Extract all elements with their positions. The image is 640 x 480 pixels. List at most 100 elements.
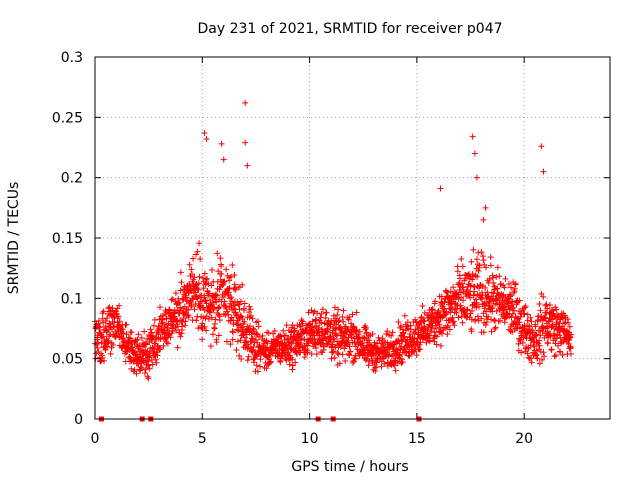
data-point (216, 286, 223, 293)
data-point (384, 328, 391, 335)
data-point (464, 286, 471, 293)
x-tick-label: 0 (91, 431, 100, 447)
data-point (420, 318, 427, 325)
data-point (317, 314, 324, 321)
data-point (195, 280, 202, 287)
data-point (391, 362, 398, 369)
data-point (254, 339, 261, 346)
data-point (524, 317, 531, 324)
data-point (537, 307, 544, 314)
data-point (164, 340, 171, 347)
data-point (329, 349, 336, 356)
data-point (237, 337, 244, 344)
data-point (365, 362, 372, 369)
data-point (182, 318, 189, 325)
data-point (356, 328, 363, 335)
data-point (201, 130, 208, 137)
data-point (194, 295, 201, 302)
data-point (538, 143, 545, 150)
data-point (214, 250, 221, 257)
data-point (94, 344, 101, 351)
data-point (421, 317, 428, 324)
data-point (231, 281, 238, 288)
data-point (429, 306, 436, 313)
data-point (238, 313, 245, 320)
data-point (459, 263, 466, 270)
data-point (233, 347, 240, 354)
data-point (467, 282, 474, 289)
data-point (128, 341, 135, 348)
data-point (188, 271, 195, 278)
data-point (168, 296, 175, 303)
data-point (97, 358, 104, 365)
data-point (348, 331, 355, 338)
data-point (426, 332, 433, 339)
data-point (247, 306, 254, 313)
data-point (433, 325, 440, 332)
data-point (198, 322, 205, 329)
data-point (212, 316, 219, 323)
data-point (213, 339, 220, 346)
data-point (179, 319, 186, 326)
data-point (220, 156, 227, 163)
data-point (417, 339, 424, 346)
data-point (320, 337, 327, 344)
data-point (478, 249, 485, 256)
data-point (475, 303, 482, 310)
data-point (282, 332, 289, 339)
data-point (217, 255, 224, 262)
data-point (524, 350, 531, 357)
data-point (415, 331, 422, 338)
data-point (473, 299, 480, 306)
data-point (229, 262, 236, 268)
data-point (306, 321, 313, 328)
data-point (223, 338, 230, 345)
data-point (435, 319, 442, 326)
data-point (502, 275, 509, 282)
y-tick-label: 0.25 (52, 110, 83, 126)
data-point (179, 295, 186, 302)
data-point (522, 303, 529, 310)
y-tick-label: 0.1 (61, 291, 83, 307)
data-point (335, 306, 342, 313)
data-point (433, 341, 440, 348)
data-point (318, 310, 325, 317)
data-point (185, 306, 192, 313)
data-point (472, 316, 479, 323)
data-point (186, 261, 193, 268)
data-point (152, 356, 159, 363)
data-point (557, 328, 564, 335)
data-point (231, 306, 238, 313)
data-point (378, 363, 385, 370)
data-point (136, 342, 143, 349)
data-point (231, 272, 238, 279)
data-point (313, 345, 320, 352)
data-point (491, 286, 498, 293)
data-point (248, 335, 255, 342)
data-point (134, 336, 141, 343)
data-point (416, 321, 423, 328)
data-point (228, 294, 235, 301)
data-point (463, 307, 470, 314)
data-point (567, 350, 574, 357)
data-point (165, 331, 172, 338)
data-point (197, 256, 204, 263)
data-point (514, 315, 521, 322)
data-point (223, 266, 230, 273)
data-point (95, 348, 102, 355)
data-point (342, 357, 349, 364)
data-point (331, 304, 338, 311)
data-points (92, 99, 575, 422)
data-point (537, 332, 544, 339)
data-point (507, 293, 514, 300)
data-point (257, 363, 264, 370)
x-tick-label: 20 (515, 431, 533, 447)
data-point (346, 352, 353, 359)
data-point (234, 326, 241, 333)
data-point (362, 357, 369, 364)
data-point (199, 274, 206, 281)
data-point (458, 255, 465, 262)
data-point (404, 319, 411, 326)
data-point (253, 362, 260, 369)
data-point (239, 281, 246, 288)
